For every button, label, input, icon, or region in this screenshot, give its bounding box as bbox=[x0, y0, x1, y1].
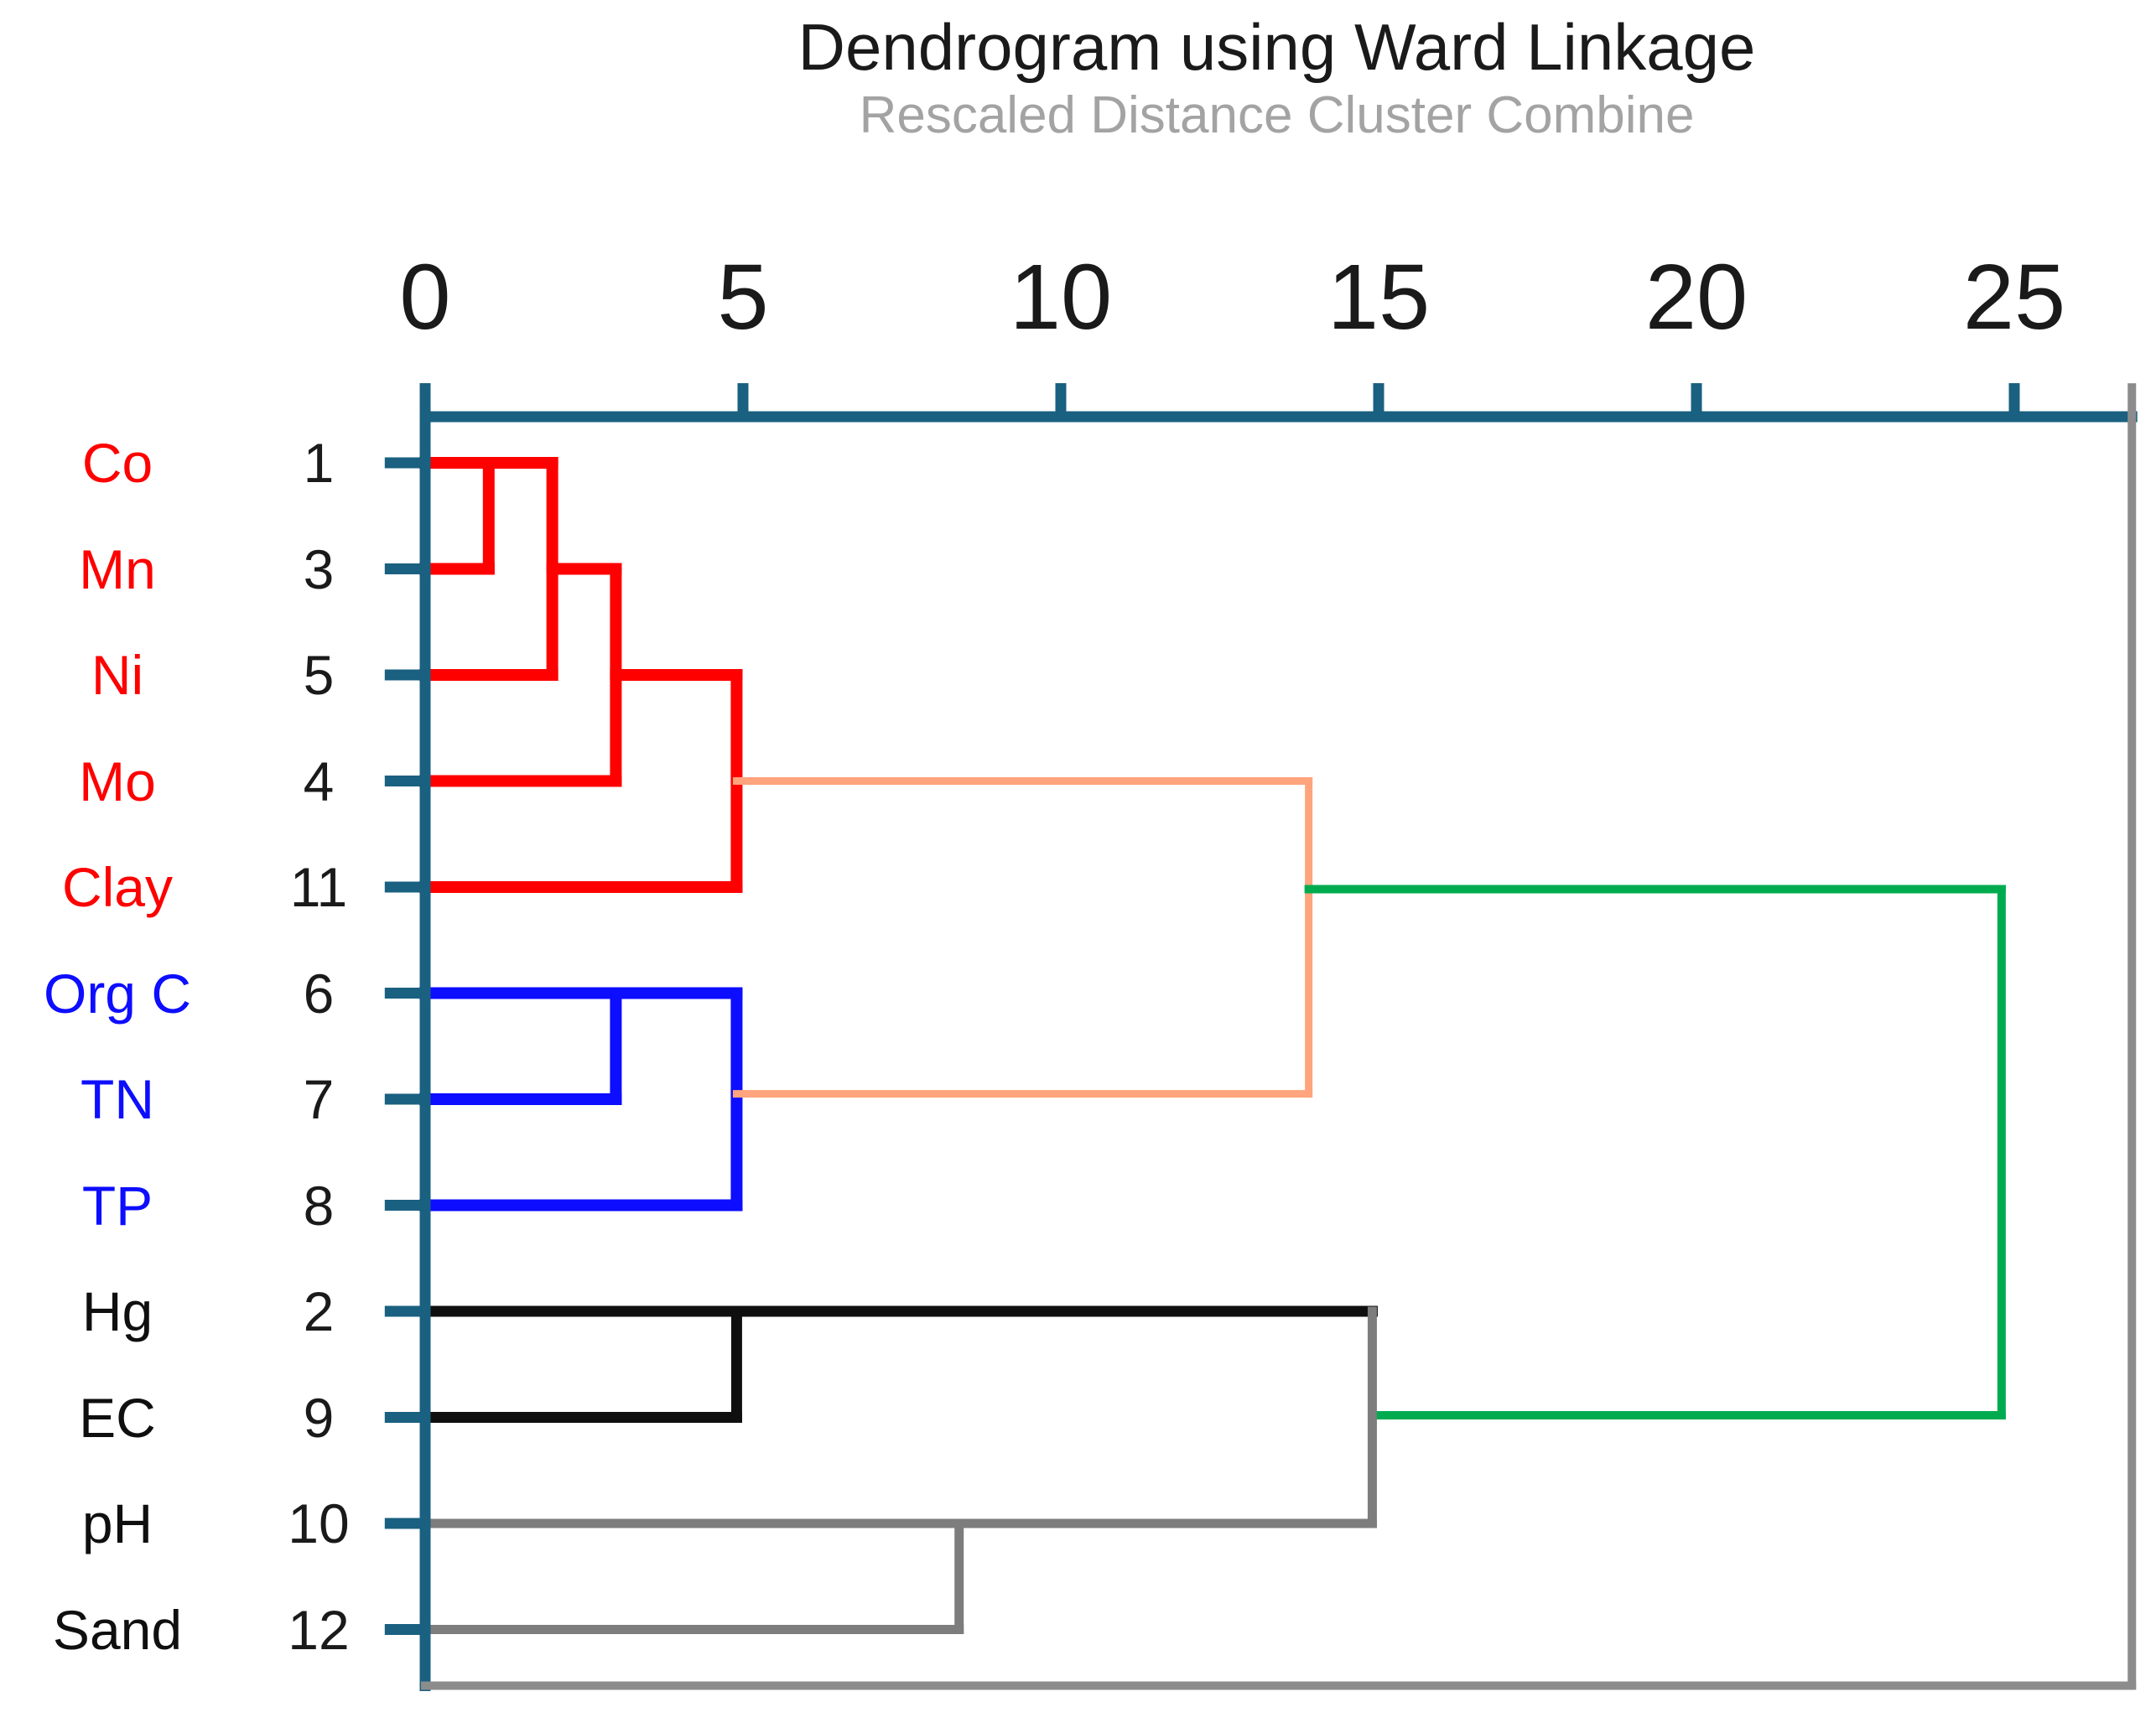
leaf-label: Hg bbox=[81, 1280, 153, 1342]
leaf-number: 10 bbox=[288, 1492, 350, 1554]
leaf-number: 5 bbox=[303, 644, 335, 706]
leaf-number: 6 bbox=[303, 962, 335, 1025]
chart-title: Dendrogram using Ward Linkage bbox=[797, 10, 1756, 84]
leaf-label: Clay bbox=[61, 856, 174, 918]
leaf-number: 3 bbox=[303, 537, 335, 600]
leaf-label: Mn bbox=[79, 537, 156, 600]
leaf-number: 9 bbox=[303, 1386, 335, 1449]
leaf-label: TN bbox=[81, 1068, 154, 1130]
leaf-number: 4 bbox=[303, 750, 335, 812]
leaf-number: 12 bbox=[288, 1598, 350, 1661]
leaf-label: TP bbox=[81, 1174, 153, 1237]
leaf-label: pH bbox=[81, 1492, 153, 1554]
axis-tick-label: 15 bbox=[1327, 246, 1431, 349]
leaf-label: EC bbox=[79, 1386, 156, 1449]
leaf-number: 11 bbox=[289, 856, 348, 918]
leaf-number: 2 bbox=[303, 1280, 335, 1342]
leaf-number: 7 bbox=[303, 1068, 335, 1130]
axis-tick-label: 5 bbox=[717, 246, 769, 349]
leaf-label: Co bbox=[81, 432, 153, 494]
axis-tick-label: 20 bbox=[1644, 246, 1748, 349]
chart-subtitle: Rescaled Distance Cluster Combine bbox=[859, 86, 1695, 144]
axis-tick-label: 25 bbox=[1962, 246, 2066, 349]
leaf-number: 8 bbox=[303, 1174, 335, 1237]
leaf-label: Ni bbox=[91, 644, 144, 706]
leaf-label: Mo bbox=[79, 750, 156, 812]
leaf-label: Org C bbox=[43, 962, 192, 1025]
axis-tick-label: 10 bbox=[1009, 246, 1113, 349]
leaf-label: Sand bbox=[52, 1598, 183, 1661]
leaf-number: 1 bbox=[303, 432, 335, 494]
axis-tick-label: 0 bbox=[399, 246, 451, 349]
